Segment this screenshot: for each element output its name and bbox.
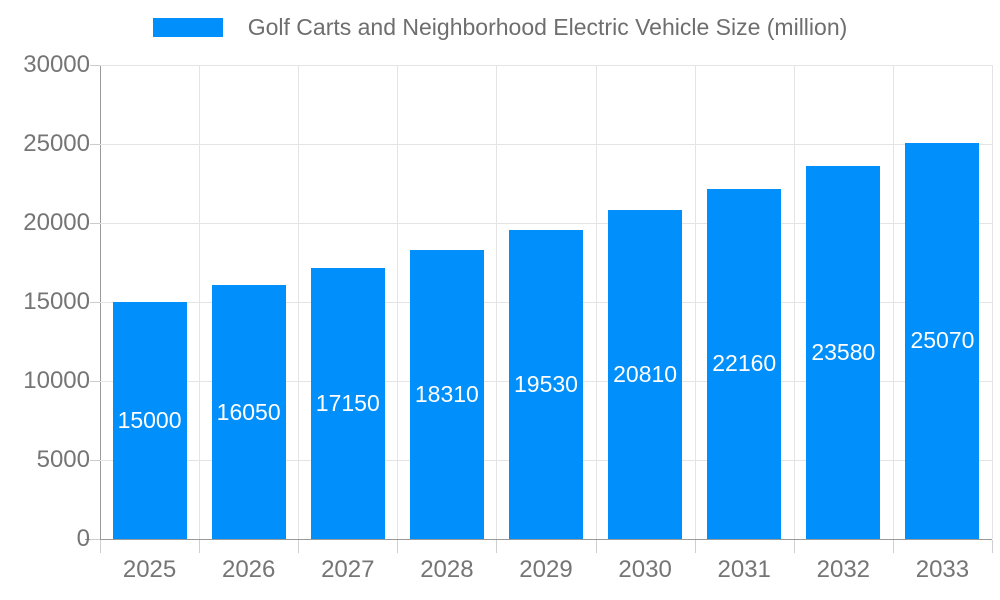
y-axis-tick: [90, 144, 100, 145]
x-axis-tick-label: 2033: [915, 556, 970, 583]
bar-2025: 15000: [112, 302, 187, 539]
bar-2030: 20810: [608, 210, 683, 539]
y-axis-tick: [90, 460, 100, 461]
y-axis-tick-label: 10000: [23, 367, 90, 394]
x-axis-line: [85, 539, 992, 540]
bar-value-label: 19530: [514, 371, 578, 398]
x-axis-tick: [892, 540, 894, 553]
vertical-gridline: [199, 65, 201, 539]
bar-2026: 16050: [211, 285, 286, 539]
bar-value-label: 15000: [117, 407, 182, 433]
vertical-gridline: [496, 65, 498, 539]
vertical-gridline: [793, 65, 795, 539]
y-axis-tick: [90, 539, 100, 540]
legend: Golf Carts and Neighborhood Electric Veh…: [0, 14, 1000, 41]
x-axis-tick: [694, 540, 696, 553]
x-axis-tick: [595, 540, 597, 553]
bar-value-label: 23580: [811, 339, 876, 366]
y-axis-tick-label: 0: [76, 525, 90, 552]
x-axis-tick-label: 2028: [420, 556, 474, 583]
horizontal-gridline: [100, 144, 992, 145]
horizontal-gridline: [100, 223, 992, 224]
bar-2031: 22160: [707, 188, 782, 539]
y-axis-tick-label: 15000: [23, 288, 90, 315]
vertical-gridline: [595, 65, 597, 539]
legend-swatch-icon[interactable]: [152, 18, 223, 37]
bar-2029: 19530: [509, 230, 583, 539]
vertical-gridline: [397, 65, 399, 539]
x-axis-tick-label: 2029: [519, 556, 573, 583]
bar-2028: 18310: [409, 249, 484, 539]
bar-value-label: 25070: [910, 327, 975, 354]
x-axis-tick-label: 2027: [321, 556, 375, 583]
bar-value-label: 17150: [315, 390, 380, 416]
x-axis-tick: [298, 540, 300, 553]
bar-value-label: 20810: [613, 361, 678, 388]
x-axis-tick-label: 2031: [717, 556, 771, 583]
bar-value-label: 16050: [216, 398, 281, 425]
y-axis-tick: [90, 381, 100, 382]
vertical-gridline: [992, 65, 993, 539]
x-axis-tick-label: 2025: [122, 556, 177, 583]
vertical-gridline: [298, 65, 300, 539]
y-axis-tick-label: 30000: [23, 51, 90, 78]
horizontal-gridline: [100, 65, 992, 66]
bar-value-label: 22160: [712, 350, 777, 377]
legend-label[interactable]: Golf Carts and Neighborhood Electric Veh…: [247, 14, 848, 40]
x-axis-tick-label: 2032: [816, 556, 871, 583]
vertical-gridline: [694, 65, 696, 539]
plot-area: 15000 16050 17150 18310 19530 20810 22160 23580…: [100, 65, 993, 539]
x-axis-tick-label: 2026: [221, 556, 276, 583]
x-axis-tick: [199, 540, 201, 553]
vertical-gridline: [892, 65, 894, 539]
y-axis-tick: [90, 65, 100, 66]
x-axis-tick: [397, 540, 399, 553]
bar-2027: 17150: [310, 268, 385, 539]
y-axis-tick-label: 20000: [23, 209, 90, 236]
x-axis-tick-label: 2030: [618, 556, 672, 583]
bar-2033: 25070: [905, 142, 980, 539]
y-axis-tick: [90, 223, 100, 224]
x-axis-tick: [496, 540, 498, 553]
x-axis-tick: [100, 540, 101, 553]
y-axis-tick-label: 25000: [23, 130, 90, 157]
bar-2032: 23580: [806, 166, 881, 539]
y-axis-tick-label: 5000: [36, 446, 90, 473]
x-axis-tick: [992, 540, 993, 553]
bar-value-label: 18310: [414, 380, 479, 407]
x-axis-tick: [793, 540, 795, 553]
y-axis-tick: [90, 302, 100, 303]
